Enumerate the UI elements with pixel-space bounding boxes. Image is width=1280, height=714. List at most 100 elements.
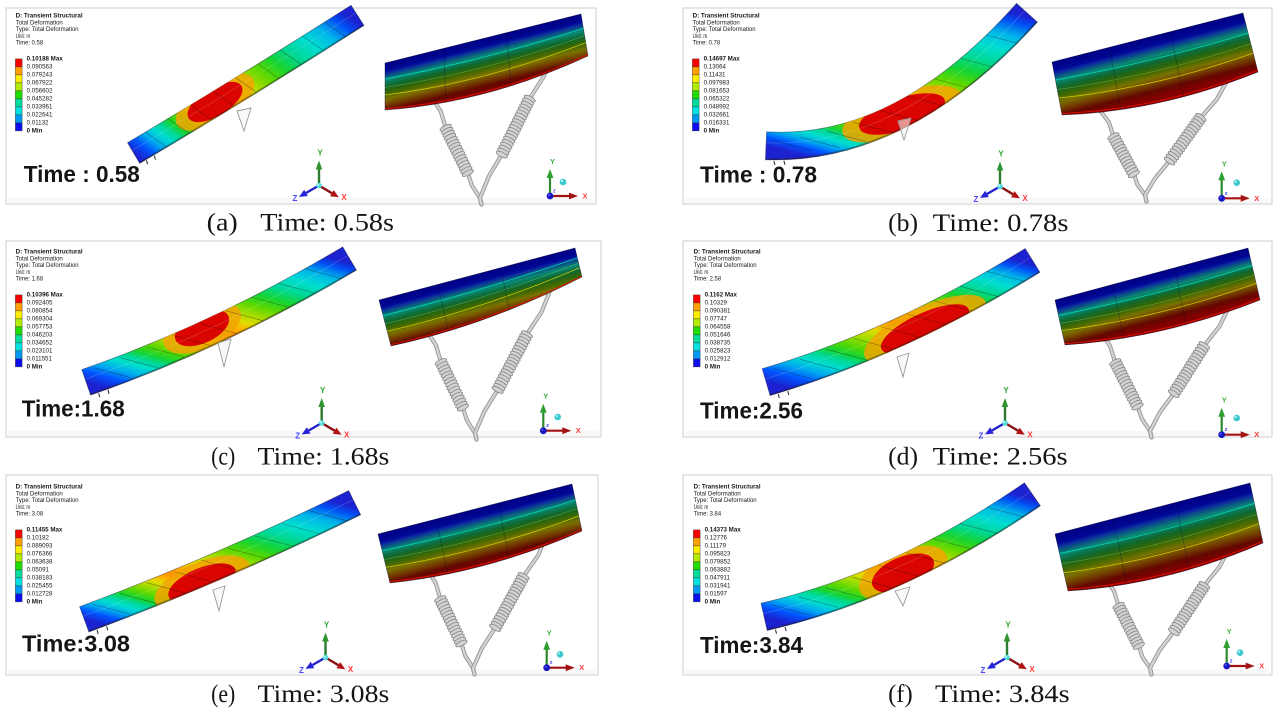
svg-text:X: X: [1029, 665, 1035, 674]
svg-text:0 Min: 0 Min: [27, 363, 43, 370]
svg-text:0.046203: 0.046203: [27, 331, 53, 338]
svg-text:0 Min: 0 Min: [704, 127, 720, 134]
svg-text:0.05091: 0.05091: [27, 566, 50, 573]
svg-text:Unit: m: Unit: m: [16, 504, 31, 511]
svg-text:Time:3.84: Time:3.84: [700, 632, 803, 658]
svg-text:0.079852: 0.079852: [705, 558, 731, 565]
svg-text:Z: Z: [974, 195, 979, 204]
svg-text:0.076366: 0.076366: [27, 550, 53, 557]
svg-text:0.10329: 0.10329: [705, 299, 728, 306]
svg-text:Time : 0.58: Time : 0.58: [24, 161, 140, 187]
svg-text:Y: Y: [317, 149, 323, 158]
svg-text:0.090381: 0.090381: [705, 307, 731, 314]
svg-text:X: X: [1254, 194, 1259, 203]
svg-text:0.063638: 0.063638: [27, 558, 53, 565]
svg-text:(e): (e): [211, 679, 235, 708]
svg-text:Time: 0.78s: Time: 0.78s: [933, 208, 1069, 237]
svg-text:Z: Z: [981, 666, 986, 675]
svg-text:0.057753: 0.057753: [27, 323, 53, 330]
svg-text:0.063882: 0.063882: [705, 566, 731, 573]
svg-text:z: z: [550, 660, 553, 666]
svg-text:0.069304: 0.069304: [27, 315, 53, 322]
svg-text:Unit: m: Unit: m: [693, 33, 708, 40]
svg-text:Time: 0.58s: Time: 0.58s: [260, 208, 394, 237]
svg-text:Unit: m: Unit: m: [694, 504, 709, 511]
svg-text:Z: Z: [293, 194, 298, 203]
svg-text:0 Min: 0 Min: [27, 598, 43, 605]
svg-text:0.10182: 0.10182: [27, 534, 50, 541]
svg-text:X: X: [579, 663, 584, 672]
svg-text:0.031941: 0.031941: [705, 582, 731, 589]
svg-text:0 Min: 0 Min: [27, 127, 43, 134]
svg-text:0.10188 Max: 0.10188 Max: [27, 55, 64, 62]
svg-text:0.011551: 0.011551: [27, 355, 53, 362]
svg-text:0.012912: 0.012912: [705, 355, 731, 362]
svg-text:0.089093: 0.089093: [27, 542, 53, 549]
svg-text:Z: Z: [299, 666, 304, 675]
svg-text:0.14373 Max: 0.14373 Max: [705, 526, 742, 533]
svg-text:Type: Total Deformation: Type: Total Deformation: [16, 497, 80, 504]
svg-text:Unit: m: Unit: m: [16, 269, 31, 276]
svg-text:X: X: [582, 192, 587, 201]
svg-text:Y: Y: [324, 621, 330, 630]
svg-text:(a): (a): [207, 208, 238, 237]
svg-text:0.07747: 0.07747: [705, 315, 728, 322]
svg-text:0.032661: 0.032661: [704, 111, 730, 118]
svg-text:(b): (b): [888, 208, 918, 237]
svg-text:Time: 3.84: Time: 3.84: [694, 511, 722, 518]
svg-text:0.13064: 0.13064: [704, 63, 727, 70]
svg-text:Time: 1.68s: Time: 1.68s: [258, 441, 390, 470]
svg-text:0.012728: 0.012728: [27, 590, 53, 597]
svg-text:(d): (d): [888, 442, 918, 471]
svg-text:Time: 2.56s: Time: 2.56s: [933, 442, 1068, 471]
svg-text:z: z: [553, 189, 556, 195]
svg-text:0.11455 Max: 0.11455 Max: [27, 526, 63, 533]
svg-text:Time:2.56: Time:2.56: [700, 398, 803, 424]
svg-text:0.01597: 0.01597: [705, 590, 728, 597]
svg-text:z: z: [546, 423, 549, 429]
svg-text:X: X: [341, 193, 347, 202]
svg-text:X: X: [348, 665, 354, 674]
svg-text:Total Deformation: Total Deformation: [16, 255, 64, 262]
svg-text:Time: 3.08s: Time: 3.08s: [258, 679, 390, 708]
svg-text:Time:3.08: Time:3.08: [22, 631, 130, 657]
svg-text:Unit: m: Unit: m: [694, 269, 709, 276]
svg-text:Y: Y: [1222, 396, 1227, 405]
svg-text:Time: 1.68: Time: 1.68: [16, 276, 44, 283]
svg-text:X: X: [1022, 194, 1028, 203]
svg-text:0.022641: 0.022641: [27, 111, 53, 118]
svg-text:D: Transient Structural: D: Transient Structural: [16, 249, 83, 256]
svg-text:Total Deformation: Total Deformation: [694, 490, 742, 497]
svg-text:D: Transient Structural: D: Transient Structural: [693, 13, 760, 20]
svg-text:X: X: [344, 431, 350, 440]
svg-text:Unit: m: Unit: m: [16, 33, 31, 40]
svg-text:0.01132: 0.01132: [27, 119, 49, 126]
svg-text:D: Transient Structural: D: Transient Structural: [694, 484, 761, 491]
svg-text:0.097983: 0.097983: [704, 79, 730, 86]
svg-text:X: X: [576, 426, 581, 435]
svg-text:Z: Z: [979, 432, 984, 441]
svg-text:Total Deformation: Total Deformation: [694, 255, 742, 262]
svg-text:(c): (c): [211, 441, 235, 470]
svg-text:Y: Y: [1005, 621, 1011, 630]
svg-text:0.048992: 0.048992: [704, 103, 730, 110]
svg-text:Type: Total Deformation: Type: Total Deformation: [694, 497, 758, 504]
svg-text:0.067922: 0.067922: [27, 79, 53, 86]
svg-text:X: X: [1259, 662, 1264, 671]
svg-text:Type: Total Deformation: Type: Total Deformation: [693, 26, 757, 33]
svg-text:Type: Total Deformation: Type: Total Deformation: [694, 262, 758, 269]
svg-text:Y: Y: [547, 629, 552, 638]
svg-text:D: Transient Structural: D: Transient Structural: [694, 249, 761, 256]
svg-text:Time : 0.78: Time : 0.78: [700, 162, 817, 188]
svg-text:Type: Total Deformation: Type: Total Deformation: [16, 262, 80, 269]
svg-text:Time:1.68: Time:1.68: [22, 395, 125, 421]
svg-text:Time: 2.58: Time: 2.58: [694, 276, 722, 283]
svg-text:0.033961: 0.033961: [27, 103, 53, 110]
svg-text:0.016331: 0.016331: [704, 119, 730, 126]
svg-text:0.038735: 0.038735: [705, 339, 731, 346]
svg-text:X: X: [1254, 430, 1259, 439]
svg-text:Y: Y: [1227, 627, 1232, 636]
svg-text:0.051646: 0.051646: [705, 331, 731, 338]
svg-text:0.056602: 0.056602: [27, 87, 53, 94]
svg-text:Time: 3.08: Time: 3.08: [16, 511, 44, 518]
